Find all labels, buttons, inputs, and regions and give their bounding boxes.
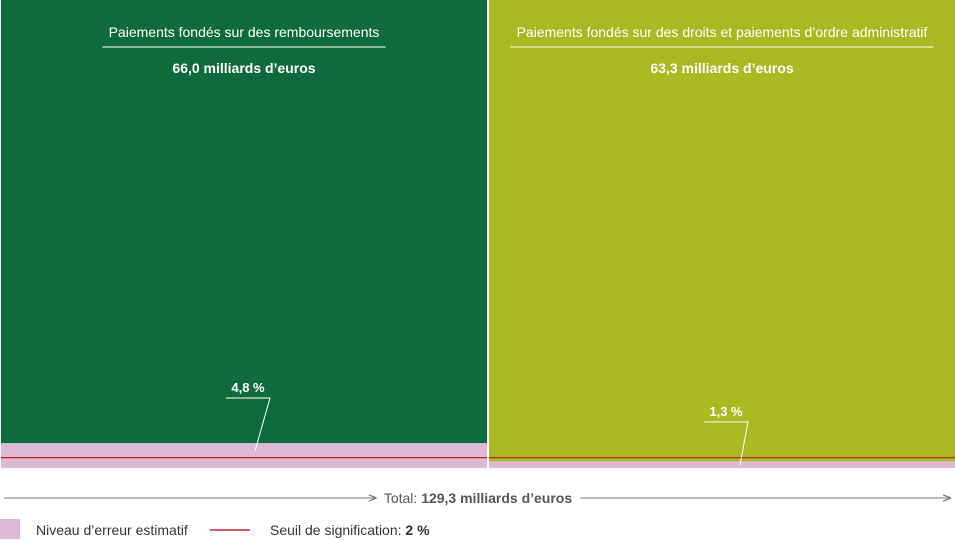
panel-value-reimbursement: 66,0 milliards d’euros <box>172 60 315 76</box>
error-rate-label-reimbursement: 4,8 % <box>231 380 265 395</box>
legend-error-label: Niveau d’erreur estimatif <box>36 522 188 538</box>
legend-threshold-prefix: Seuil de signification: <box>270 522 402 538</box>
legend-threshold-label: Seuil de signification: 2 % <box>270 522 430 538</box>
panel-value-entitlement: 63,3 milliards d’euros <box>650 60 793 76</box>
legend-error-swatch <box>0 519 20 539</box>
error-rate-label-entitlement: 1,3 % <box>709 404 743 419</box>
panel-title-reimbursement: Paiements fondés sur des remboursements <box>109 24 380 40</box>
error-band-reimbursement <box>1 443 487 468</box>
total-label: Total: 129,3 milliards d’euros <box>384 490 573 506</box>
panel-title-entitlement: Paiements fondés sur des droits et paiem… <box>517 24 928 40</box>
error-leader-reimbursement <box>226 397 271 452</box>
legend-threshold-value: 2 % <box>405 522 430 538</box>
panel-reimbursement <box>1 0 487 468</box>
error-band-entitlement <box>489 461 955 468</box>
error-leader-entitlement <box>704 421 749 466</box>
total-prefix: Total: <box>384 490 417 506</box>
panel-entitlement <box>489 0 955 468</box>
total-value: 129,3 milliards d’euros <box>421 490 572 506</box>
